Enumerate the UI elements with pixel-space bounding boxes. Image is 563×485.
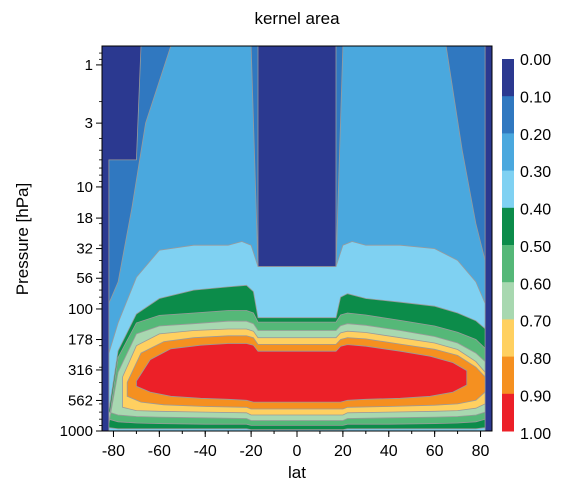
x-axis: -80 -60 -40 -20 0 20 40 60 80: [102, 431, 490, 460]
colorbar-label: 1.00: [520, 426, 551, 443]
y-axis: 1 3 10 18 32 56 100 178 316 562 1000: [60, 52, 102, 440]
y-tick-label: 1: [85, 57, 93, 74]
colorbar-label: 0.50: [520, 239, 551, 256]
contour-field: [102, 45, 492, 432]
x-tick-label: -20: [240, 443, 263, 460]
x-tick-label: 0: [293, 443, 302, 460]
colorbar-label: 0.60: [520, 276, 551, 293]
x-axis-label: lat: [288, 463, 306, 482]
y-tick-label: 100: [68, 301, 93, 318]
colorbar: 0.00 0.10 0.20 0.30 0.40 0.50 0.60 0.70 0.80 0.90…: [502, 52, 551, 443]
colorbar-label: 0.90: [520, 388, 551, 405]
colorbar-swatch: [502, 96, 514, 134]
y-tick-label: 32: [76, 241, 93, 258]
x-tick-label: -80: [102, 443, 125, 460]
y-axis-label: Pressure [hPa]: [13, 183, 32, 295]
level-0.90-fill: [136, 343, 468, 403]
chart-title: kernel area: [254, 9, 340, 28]
x-tick-label: -40: [194, 443, 217, 460]
x-tick-label: 60: [426, 443, 444, 460]
colorbar-swatch: [502, 170, 514, 209]
y-tick-label: 1000: [60, 423, 93, 440]
y-tick-label: 3: [85, 115, 93, 132]
colorbar-label: 0.00: [520, 52, 551, 69]
colorbar-label: 0.30: [520, 164, 551, 181]
y-tick-label: 562: [68, 392, 93, 409]
colorbar-swatch: [502, 393, 514, 432]
y-tick-label: 18: [76, 210, 93, 227]
x-tick-label: 20: [334, 443, 352, 460]
y-tick-label: 178: [68, 332, 93, 349]
x-tick-label: -60: [148, 443, 171, 460]
colorbar-swatch: [502, 59, 514, 97]
colorbar-swatch: [502, 356, 514, 395]
y-tick-label: 10: [76, 179, 93, 196]
colorbar-swatch: [502, 133, 514, 172]
x-tick-label: 40: [380, 443, 398, 460]
colorbar-label: 0.70: [520, 314, 551, 331]
colorbar-label: 0.20: [520, 127, 551, 144]
x-tick-label: 80: [472, 443, 490, 460]
colorbar-swatch: [502, 207, 514, 246]
colorbar-swatch: [502, 319, 514, 358]
y-tick-label: 56: [76, 270, 93, 287]
colorbar-label: 0.10: [520, 89, 551, 106]
colorbar-swatch: [502, 245, 514, 283]
colorbar-swatch: [502, 282, 514, 320]
y-tick-label: 316: [68, 362, 93, 379]
colorbar-label: 0.40: [520, 202, 551, 219]
colorbar-label: 0.80: [520, 351, 551, 368]
